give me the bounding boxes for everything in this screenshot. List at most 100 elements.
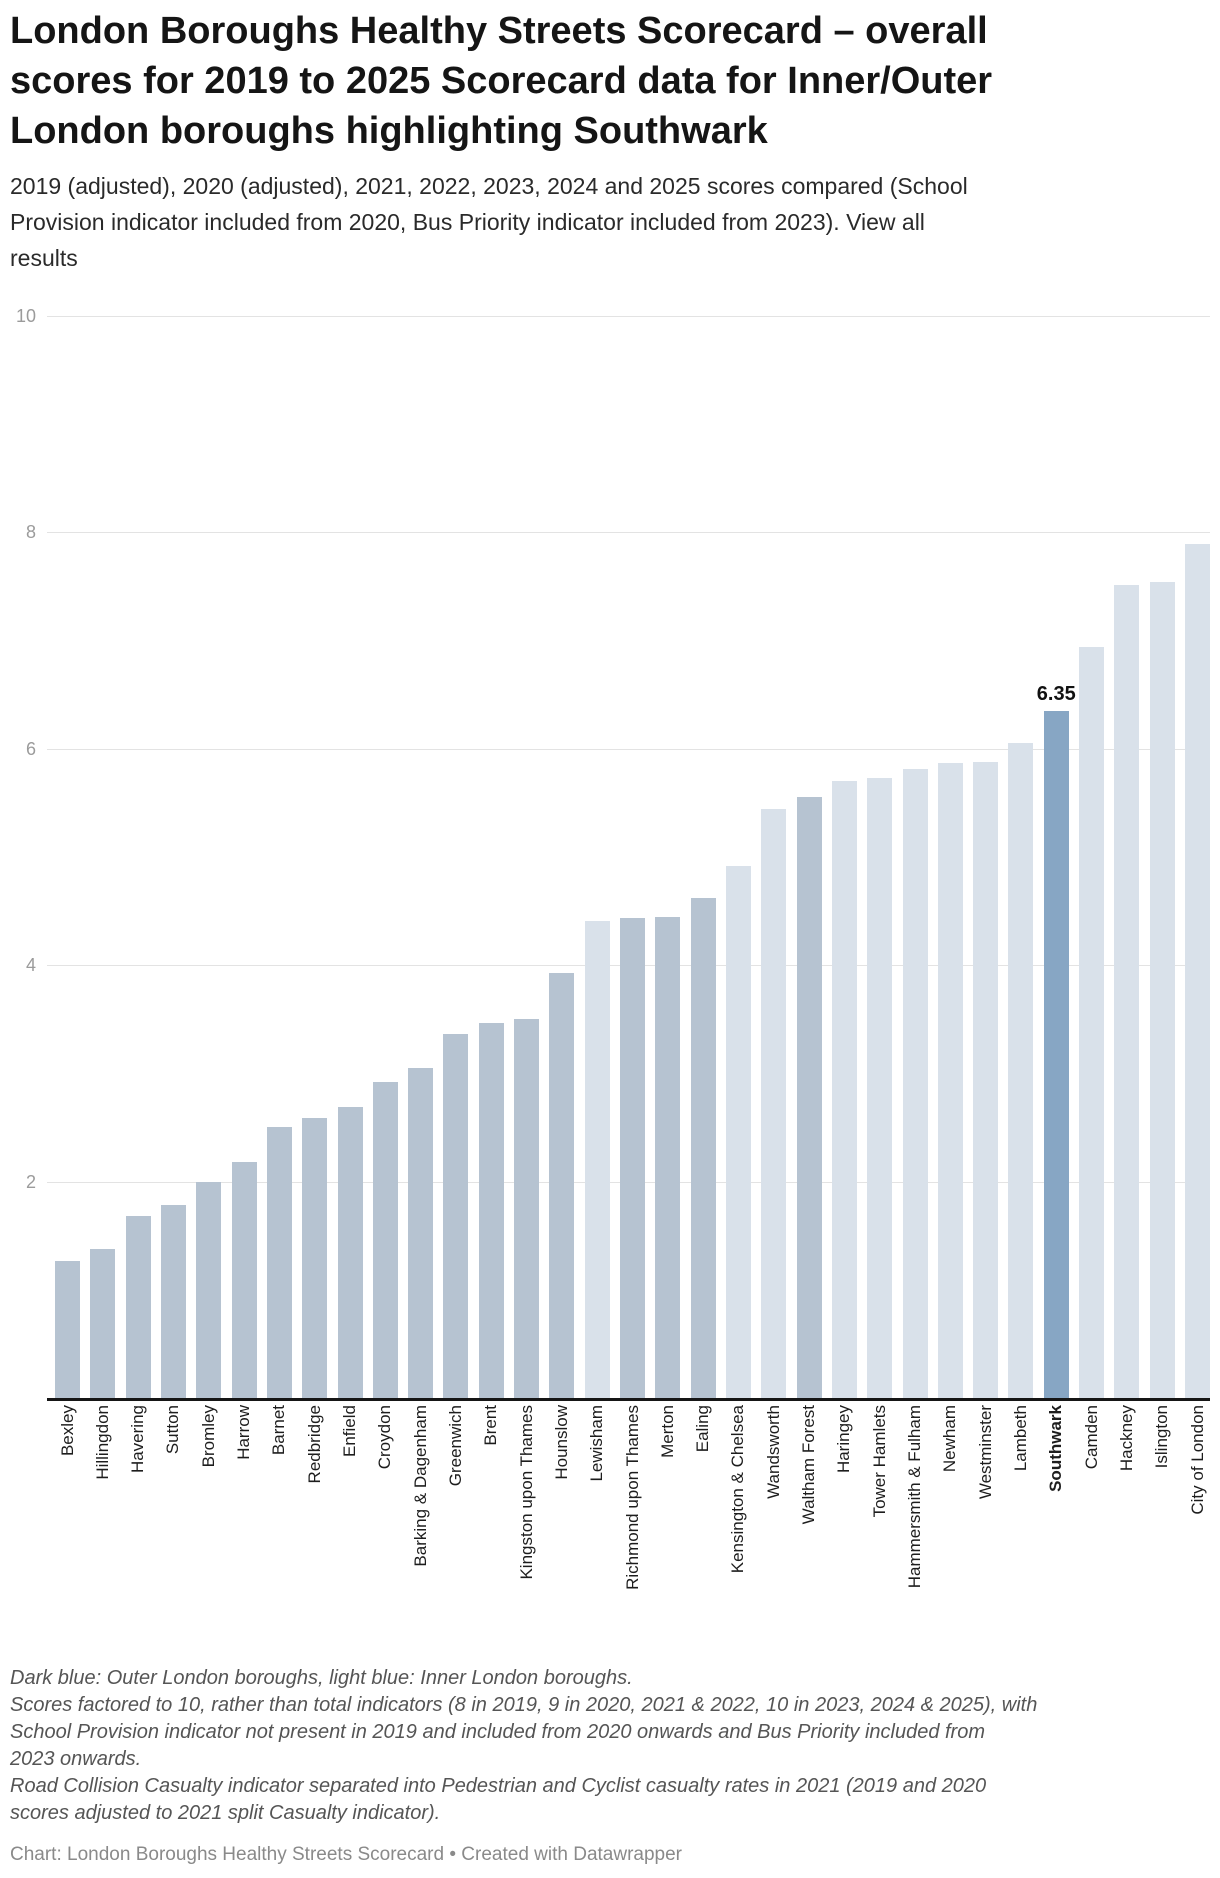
x-label-barnet: Barnet <box>269 1405 289 1456</box>
y-tick-label-2: 2 <box>25 1171 36 1192</box>
bar-kingston-upon-thames[interactable] <box>514 1019 540 1398</box>
bar-hillingdon[interactable] <box>90 1249 116 1398</box>
chart-notes: Dark blue: Outer London boroughs, light … <box>10 1665 1210 1827</box>
bar-haringey[interactable] <box>831 781 857 1398</box>
x-label-slot: Westminster <box>973 1405 998 1655</box>
x-label-slot: Bexley <box>55 1405 80 1655</box>
bar-hammersmith-fulham[interactable] <box>902 769 928 1398</box>
bar-wandsworth[interactable] <box>761 809 787 1398</box>
x-label-sutton: Sutton <box>163 1405 183 1455</box>
chart-attribution: Chart: London Boroughs Healthy Streets S… <box>10 1844 683 1865</box>
x-label-slot: Islington <box>1150 1405 1175 1655</box>
y-tick-label-6: 6 <box>25 738 36 759</box>
datawrapper-chart: London Boroughs Healthy Streets Scorecar… <box>0 6 1220 1867</box>
x-label-slot: City of London <box>1185 1405 1210 1655</box>
y-tick-label-4: 4 <box>25 955 36 976</box>
x-label-kensington-chelsea: Kensington & Chelsea <box>728 1405 748 1574</box>
x-label-ealing: Ealing <box>693 1405 713 1453</box>
bar-ealing[interactable] <box>690 898 716 1398</box>
x-axis-line <box>47 1398 1210 1401</box>
x-label-southwark: Southwark <box>1046 1405 1066 1492</box>
bar-waltham-forest[interactable] <box>796 797 822 1398</box>
x-label-slot: Richmond upon Thames <box>620 1405 645 1655</box>
x-label-slot: Tower Hamlets <box>867 1405 892 1655</box>
x-axis-labels: Bexley Hillingdon Havering Sutton Bromley Har… <box>55 1405 1210 1655</box>
bar-southwark[interactable]: 6.35 <box>1037 683 1076 1398</box>
x-label-slot: Sutton <box>161 1405 186 1655</box>
x-label-harrow: Harrow <box>234 1405 254 1460</box>
x-label-hammersmith-fulham: Hammersmith & Fulham <box>905 1405 924 1589</box>
x-label-slot: Greenwich <box>443 1405 468 1655</box>
bars-row: 6.35 <box>55 276 1210 1398</box>
x-label-hackney: Hackney <box>1116 1405 1136 1472</box>
x-label-richmond-upon-thames: Richmond upon Thames <box>622 1405 642 1590</box>
bar-brent[interactable] <box>478 1023 504 1398</box>
x-label-slot: Hackney <box>1114 1405 1139 1655</box>
x-label-havering: Havering <box>128 1405 148 1474</box>
bar-barking-dagenham[interactable] <box>408 1068 434 1398</box>
x-label-slot: Ealing <box>691 1405 716 1655</box>
bar-merton[interactable] <box>655 917 681 1398</box>
bar-bromley[interactable] <box>196 1182 222 1398</box>
x-label-greenwich: Greenwich <box>445 1405 465 1487</box>
bar-lewisham[interactable] <box>584 921 610 1398</box>
bar-bexley[interactable] <box>55 1261 80 1398</box>
x-label-lambeth: Lambeth <box>1010 1405 1030 1472</box>
x-label-merton: Merton <box>657 1405 677 1458</box>
x-label-slot: Hillingdon <box>90 1405 115 1655</box>
view-all-results-link[interactable]: View all results <box>10 209 925 271</box>
x-label-slot: Wandsworth <box>761 1405 786 1655</box>
bar-enfield[interactable] <box>337 1107 363 1398</box>
y-tick-label-8: 8 <box>25 522 36 543</box>
x-label-slot: Harrow <box>232 1405 257 1655</box>
x-label-slot: Lambeth <box>1008 1405 1033 1655</box>
bar-camden[interactable] <box>1079 647 1105 1398</box>
x-label-tower-hamlets: Tower Hamlets <box>869 1405 889 1518</box>
x-label-bromley: Bromley <box>198 1405 218 1468</box>
bar-barnet[interactable] <box>266 1127 292 1398</box>
x-label-slot: Lewisham <box>585 1405 610 1655</box>
note-legend-colors: Dark blue: Outer London boroughs, light … <box>10 1667 633 1689</box>
x-label-city-of-london: City of London <box>1187 1405 1207 1515</box>
bar-richmond-upon-thames[interactable] <box>620 918 645 1398</box>
bar-sutton[interactable] <box>160 1205 186 1398</box>
plot-area: 10 8 6 4 2 6.35 <box>10 276 1210 1401</box>
x-label-slot: Newham <box>938 1405 963 1655</box>
bar-harrow[interactable] <box>231 1162 257 1398</box>
gridline-10 <box>47 316 1210 317</box>
x-label-westminster: Westminster <box>975 1405 995 1500</box>
x-label-slot: Barnet <box>267 1405 292 1655</box>
x-label-slot: Kingston upon Thames <box>514 1405 539 1655</box>
bar-redbridge[interactable] <box>302 1118 328 1398</box>
bar-islington[interactable] <box>1149 582 1175 1398</box>
bar-city-of-london[interactable] <box>1185 544 1210 1398</box>
x-label-slot: Bromley <box>196 1405 221 1655</box>
x-label-slot: Havering <box>126 1405 151 1655</box>
bar-hackney[interactable] <box>1114 585 1140 1398</box>
bar-croydon[interactable] <box>372 1082 398 1398</box>
x-label-slot: Waltham Forest <box>797 1405 822 1655</box>
bar-greenwich[interactable] <box>443 1034 469 1398</box>
bar-newham[interactable] <box>937 763 963 1398</box>
x-label-slot: Croydon <box>373 1405 398 1655</box>
x-label-hounslow: Hounslow <box>551 1405 571 1480</box>
x-label-barking-dagenham: Barking & Dagenham <box>410 1405 430 1567</box>
bar-havering[interactable] <box>125 1216 151 1398</box>
bar-hounslow[interactable] <box>549 973 575 1398</box>
bar-kensington-chelsea[interactable] <box>725 866 751 1398</box>
x-label-slot: Hammersmith & Fulham <box>903 1405 928 1655</box>
x-label-waltham-forest: Waltham Forest <box>799 1405 819 1525</box>
x-label-slot: Enfield <box>338 1405 363 1655</box>
x-label-hillingdon: Hillingdon <box>92 1405 112 1480</box>
bar-lambeth[interactable] <box>1008 743 1034 1398</box>
note-collision-indicator: Road Collision Casualty indicator separa… <box>10 1775 987 1824</box>
gridline-6 <box>47 748 1210 750</box>
x-label-slot: Redbridge <box>302 1405 327 1655</box>
x-label-slot: Haringey <box>832 1405 857 1655</box>
bar-tower-hamlets[interactable] <box>867 778 893 1398</box>
bar-westminster[interactable] <box>973 762 999 1398</box>
bar-value-label: 6.35 <box>1036 683 1076 705</box>
x-label-brent: Brent <box>481 1405 501 1446</box>
x-label-newham: Newham <box>940 1405 960 1473</box>
x-label-slot: Southwark <box>1044 1405 1069 1655</box>
